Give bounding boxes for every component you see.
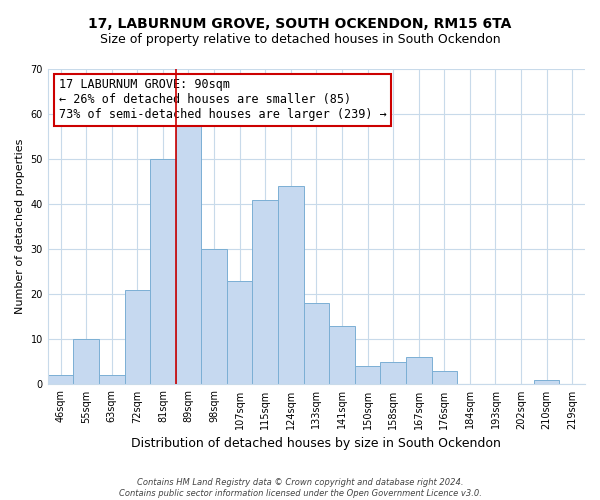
Bar — [73, 340, 99, 384]
Bar — [380, 362, 406, 384]
Bar — [355, 366, 380, 384]
Bar — [304, 304, 329, 384]
Bar — [201, 249, 227, 384]
Bar — [253, 200, 278, 384]
Bar — [176, 123, 201, 384]
Bar — [125, 290, 150, 384]
Bar — [227, 281, 253, 384]
Bar — [329, 326, 355, 384]
Bar — [406, 358, 431, 384]
Y-axis label: Number of detached properties: Number of detached properties — [15, 139, 25, 314]
Text: 17 LABURNUM GROVE: 90sqm
← 26% of detached houses are smaller (85)
73% of semi-d: 17 LABURNUM GROVE: 90sqm ← 26% of detach… — [59, 78, 386, 122]
X-axis label: Distribution of detached houses by size in South Ockendon: Distribution of detached houses by size … — [131, 437, 502, 450]
Text: Contains HM Land Registry data © Crown copyright and database right 2024.
Contai: Contains HM Land Registry data © Crown c… — [119, 478, 481, 498]
Bar — [431, 371, 457, 384]
Bar — [278, 186, 304, 384]
Bar — [150, 159, 176, 384]
Bar — [99, 376, 125, 384]
Bar — [48, 376, 73, 384]
Text: 17, LABURNUM GROVE, SOUTH OCKENDON, RM15 6TA: 17, LABURNUM GROVE, SOUTH OCKENDON, RM15… — [88, 18, 512, 32]
Bar — [534, 380, 559, 384]
Text: Size of property relative to detached houses in South Ockendon: Size of property relative to detached ho… — [100, 32, 500, 46]
